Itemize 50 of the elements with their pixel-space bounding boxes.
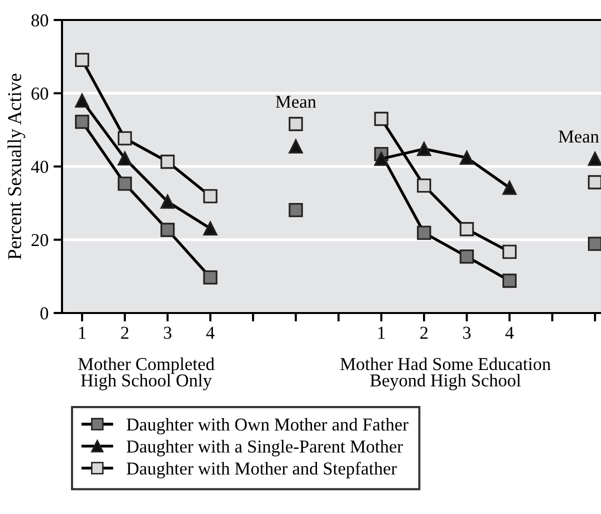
- x-tick-label: 1: [79, 326, 86, 339]
- point: [416, 142, 432, 156]
- point: [203, 270, 218, 285]
- text: Mother Had Some Education Beyond High School: [340, 357, 551, 390]
- annotation: Mean: [558, 130, 599, 143]
- point: [75, 114, 90, 129]
- text: Mother Completed High School Only: [78, 357, 214, 390]
- legend-label: Daughter with a Single-Parent Mother: [126, 440, 403, 456]
- point: [460, 222, 474, 236]
- x-tick-label: 4: [206, 326, 215, 339]
- y-axis-title: Percent Sexually Active: [8, 74, 26, 260]
- legend-label: Daughter with Mother and Stepfather: [126, 462, 397, 478]
- point: [588, 152, 601, 166]
- point: [203, 221, 218, 236]
- point: [502, 244, 517, 259]
- point: [118, 131, 132, 146]
- point: [588, 175, 601, 190]
- point: [416, 226, 432, 240]
- point: [502, 180, 517, 195]
- x-tick-label: 3: [463, 326, 471, 339]
- y-tick-label: 80: [31, 14, 48, 26]
- point: [118, 151, 132, 166]
- x-tick-label: 3: [164, 326, 172, 339]
- x-tick-label: 2: [121, 326, 128, 339]
- point: [160, 222, 175, 237]
- y-tick-label: 20: [32, 234, 48, 246]
- legend-label: Daughter with Own Mother and Father: [126, 418, 408, 434]
- point: [203, 189, 218, 204]
- point: [75, 93, 90, 108]
- point: [288, 116, 303, 132]
- point: [160, 194, 175, 209]
- y-tick-label: 60: [32, 88, 48, 100]
- point: [288, 203, 303, 218]
- x-tick-label: 4: [505, 326, 514, 339]
- point: [160, 154, 175, 169]
- point: [118, 176, 132, 191]
- x-tick-label: 2: [420, 326, 428, 339]
- point: [460, 150, 474, 165]
- point: [374, 112, 388, 126]
- annotation: Mean: [276, 96, 316, 108]
- point: [75, 52, 90, 68]
- point: [374, 152, 388, 166]
- point: [502, 274, 517, 288]
- point: [288, 139, 303, 154]
- point: [460, 250, 474, 264]
- point: [588, 236, 601, 251]
- y-tick-label: 40: [31, 160, 48, 173]
- x-tick-label: 1: [378, 326, 385, 339]
- point: [416, 178, 432, 193]
- y-tick-label: 0: [40, 307, 48, 320]
